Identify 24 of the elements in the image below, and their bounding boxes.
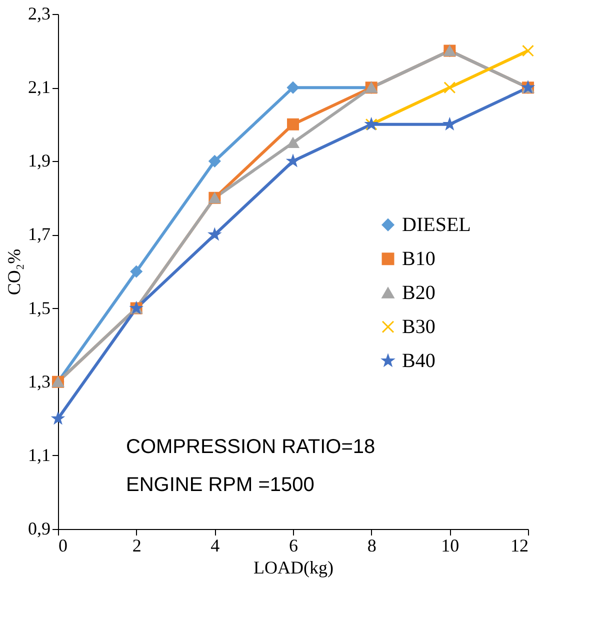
x-tick-label: 12 [510, 536, 528, 556]
y-tick-label: 1,3 [28, 371, 50, 392]
x-axis-title: LOAD(kg) [254, 558, 334, 578]
legend-label: B40 [402, 350, 436, 372]
y-tick-label: 0,9 [28, 518, 50, 538]
x-tick-label: 0 [58, 536, 68, 556]
legend-label: B20 [402, 282, 436, 304]
y-tick-label: 1,7 [28, 224, 50, 244]
y-tick-label: 2,1 [28, 77, 50, 98]
legend-label: DIESEL [402, 214, 471, 236]
y-tick-label: 1,9 [28, 150, 50, 171]
x-tick-label: 8 [367, 536, 376, 556]
x-tick-label: 2 [132, 536, 142, 556]
y-axis-title: CO₂% [4, 248, 24, 296]
annotation: COMPRESSION RATIO=18 [126, 436, 376, 458]
x-tick-label: 4 [210, 536, 220, 556]
y-tick-label: 1,1 [28, 444, 50, 465]
legend-label: B10 [402, 248, 436, 270]
y-tick-label: 1,5 [28, 298, 50, 318]
y-tick-label: 2,3 [28, 4, 50, 24]
x-tick-label: 10 [441, 536, 460, 556]
legend-label: B30 [402, 316, 436, 338]
x-tick-label: 6 [289, 536, 298, 556]
annotation: ENGINE RPM =1500 [126, 474, 314, 496]
